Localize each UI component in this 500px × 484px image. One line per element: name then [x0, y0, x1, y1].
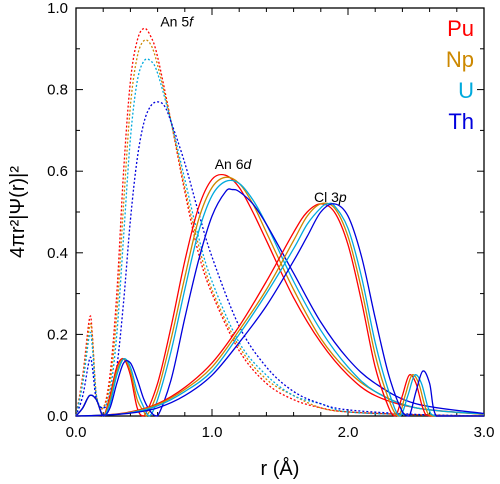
series-np-5f-line [75, 39, 485, 417]
y-tick-label: 1.0 [47, 0, 68, 17]
x-tick-label: 2.0 [338, 424, 359, 441]
series-th-5f-line [75, 101, 485, 417]
series-lines [75, 27, 485, 417]
series-th-3p-line [75, 203, 484, 417]
series-pu-5f-line [75, 27, 485, 417]
legend-entry-pu: Pu [447, 16, 474, 41]
legend-entry-np: Np [446, 47, 474, 72]
legend: Pu Np U Th [446, 16, 474, 134]
series-th-6d-line [75, 188, 485, 417]
plot-frame [75, 7, 485, 417]
y-tick-label: 0.2 [47, 326, 68, 343]
y-tick-label: 0.6 [47, 163, 68, 180]
x-tick-label: 1.0 [202, 424, 223, 441]
x-axis-title: r (Å) [261, 457, 300, 480]
series-np-3p-line [75, 202, 484, 417]
x-tick-label: 3.0 [474, 424, 495, 441]
y-tick-label: 0.0 [47, 408, 68, 425]
legend-entry-th: Th [448, 109, 474, 134]
y-axis-title: 4πr²|Ψ(r)|² [7, 166, 29, 258]
annotation-d-orbital: An 6d [215, 156, 253, 172]
y-tick-label: 0.8 [47, 82, 68, 99]
y-tick-label: 0.4 [47, 245, 68, 262]
x-tick-label: 0.0 [66, 424, 87, 441]
annotation-f-orbital: An 5f [160, 13, 195, 29]
series-pu-3p-line [75, 203, 484, 417]
orbital-annotations: An 5f An 6d Cl 3p [160, 13, 347, 204]
series-u-3p-line [75, 202, 484, 417]
legend-entry-u: U [458, 78, 474, 103]
series-u-5f-line [75, 58, 485, 417]
annotation-p-orbital: Cl 3p [314, 189, 347, 205]
